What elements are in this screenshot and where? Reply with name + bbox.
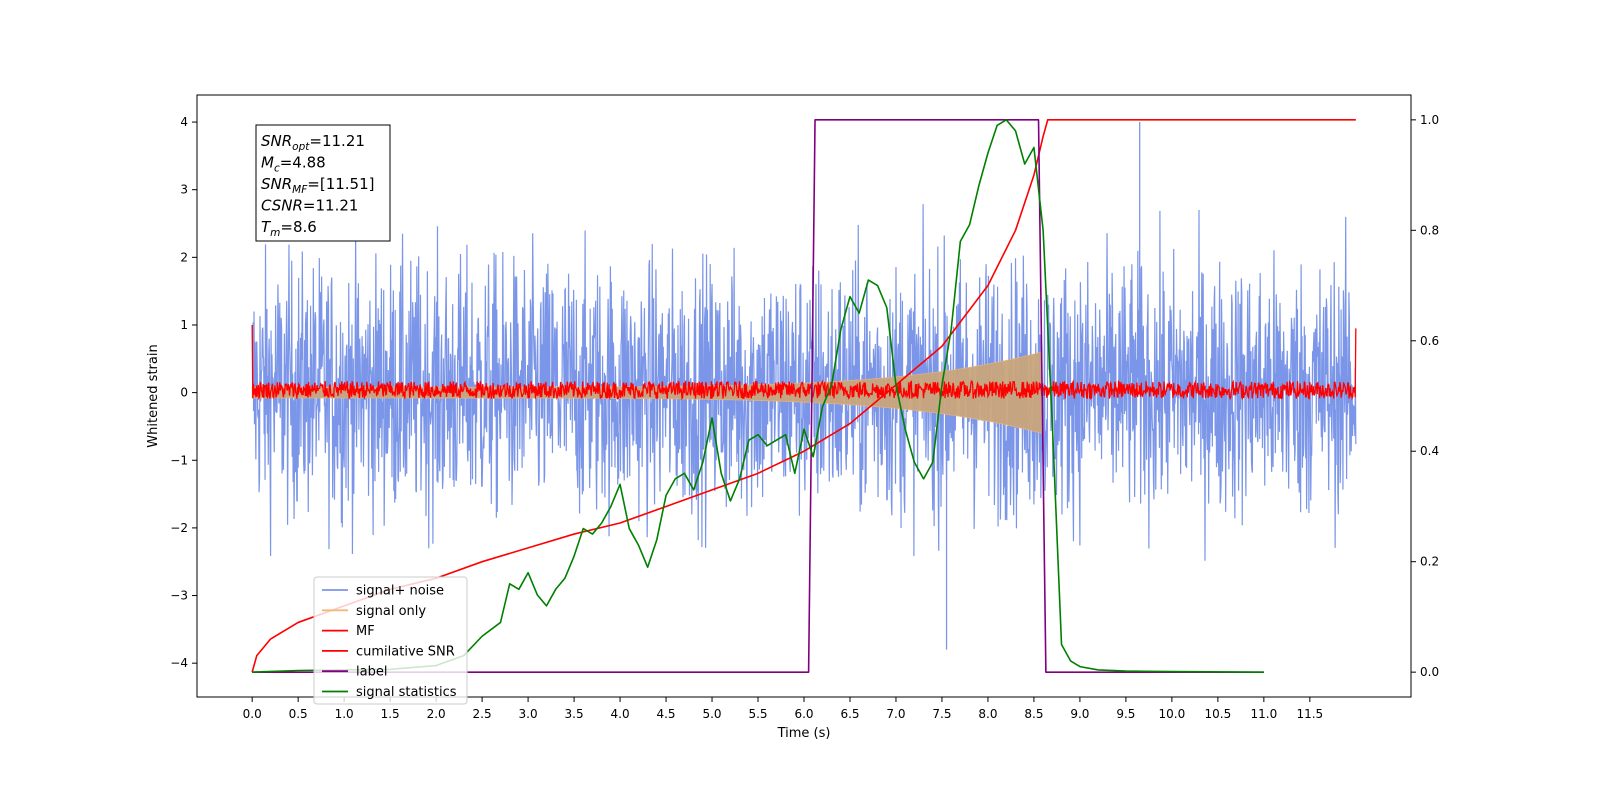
x-tick-label: 8.5	[1024, 707, 1043, 721]
annotation-line: SNRopt=11.21	[261, 132, 365, 153]
x-tick-label: 0.5	[289, 707, 308, 721]
legend-label: MF	[356, 624, 375, 639]
x-tick-label: 7.5	[932, 707, 951, 721]
y-left-tick-label: 1	[180, 318, 188, 332]
y-right-tick-label: 0.2	[1420, 555, 1439, 569]
series-label	[252, 119, 1264, 673]
x-tick-label: 3.0	[519, 707, 538, 721]
annotation-line: Tm=8.6	[261, 218, 317, 239]
annotation-line: Mc=4.88	[261, 154, 326, 175]
y-right-tick-label: 0.4	[1420, 444, 1439, 458]
x-axis-ticks: 0.0 0.5 1.0 1.5 2.0 2.5 3.0 3.5 4.0 4.5 5.0 5.5 6.0 6…	[243, 697, 1323, 721]
x-tick-label: 9.5	[1116, 707, 1135, 721]
x-axis-label: Time (s)	[777, 726, 831, 741]
series-signal-statistics	[252, 119, 1264, 673]
x-tick-label: 10.5	[1205, 707, 1232, 721]
x-tick-label: 2.5	[473, 707, 492, 721]
x-tick-label: 1.0	[335, 707, 354, 721]
y-left-tick-label: −3	[170, 589, 188, 603]
x-tick-label: 4.0	[611, 707, 630, 721]
y-right-tick-label: 0.6	[1420, 334, 1439, 348]
x-tick-label: 6.0	[794, 707, 813, 721]
annotation-box-frame	[255, 124, 391, 242]
y-left-tick-label: −4	[170, 656, 188, 670]
x-tick-label: 6.5	[840, 707, 859, 721]
x-tick-label: 0.0	[243, 707, 262, 721]
y-left-tick-label: −1	[170, 453, 188, 467]
x-tick-label: 5.0	[702, 707, 721, 721]
legend-label: signal statistics	[356, 685, 457, 700]
y-right-tick-label: 0.8	[1420, 223, 1439, 237]
annotation-line: CSNR=11.21	[261, 197, 358, 215]
x-tick-label: 1.5	[381, 707, 400, 721]
x-tick-label: 11.5	[1296, 707, 1323, 721]
y-left-tick-label: −2	[170, 521, 188, 535]
legend-label: cumilative SNR	[356, 644, 455, 659]
y-left-tick-label: 2	[180, 250, 188, 264]
x-tick-label: 10.0	[1159, 707, 1186, 721]
y-axis-right-ticks: 1.0 0.8 0.6 0.4 0.2 0.0	[1411, 113, 1439, 679]
legend-label: label	[356, 665, 387, 680]
x-tick-label: 11.0	[1250, 707, 1277, 721]
x-tick-label: 9.0	[1070, 707, 1089, 721]
x-tick-label: 7.0	[886, 707, 905, 721]
y-left-tick-label: 0	[180, 386, 188, 400]
x-tick-label: 8.0	[978, 707, 997, 721]
x-tick-label: 2.0	[427, 707, 446, 721]
y-left-tick-label: 3	[180, 183, 188, 197]
y-left-tick-label: 4	[180, 115, 188, 129]
legend: signal+ noise signal only MF cumilative SNR…	[313, 576, 468, 705]
legend-frame	[313, 576, 468, 705]
annotation-box: SNRopt=11.21Mc=4.88SNRMF=[11.51]CSNR=11.…	[255, 124, 391, 242]
legend-label: signal only	[356, 604, 426, 619]
y-right-tick-label: 1.0	[1420, 113, 1439, 127]
series-mf	[251, 324, 1357, 401]
x-tick-label: 3.5	[565, 707, 584, 721]
annotation-line: SNRMF=[11.51]	[261, 175, 375, 196]
y-axis-left-label: Whitened strain	[146, 344, 161, 447]
x-tick-label: 4.5	[656, 707, 675, 721]
legend-label: signal+ noise	[356, 584, 444, 599]
y-axis-left-ticks: 4 3 2 1 0 −1 −2 −3 −4	[170, 115, 197, 670]
y-right-tick-label: 0.0	[1420, 665, 1439, 679]
x-tick-label: 5.5	[748, 707, 767, 721]
